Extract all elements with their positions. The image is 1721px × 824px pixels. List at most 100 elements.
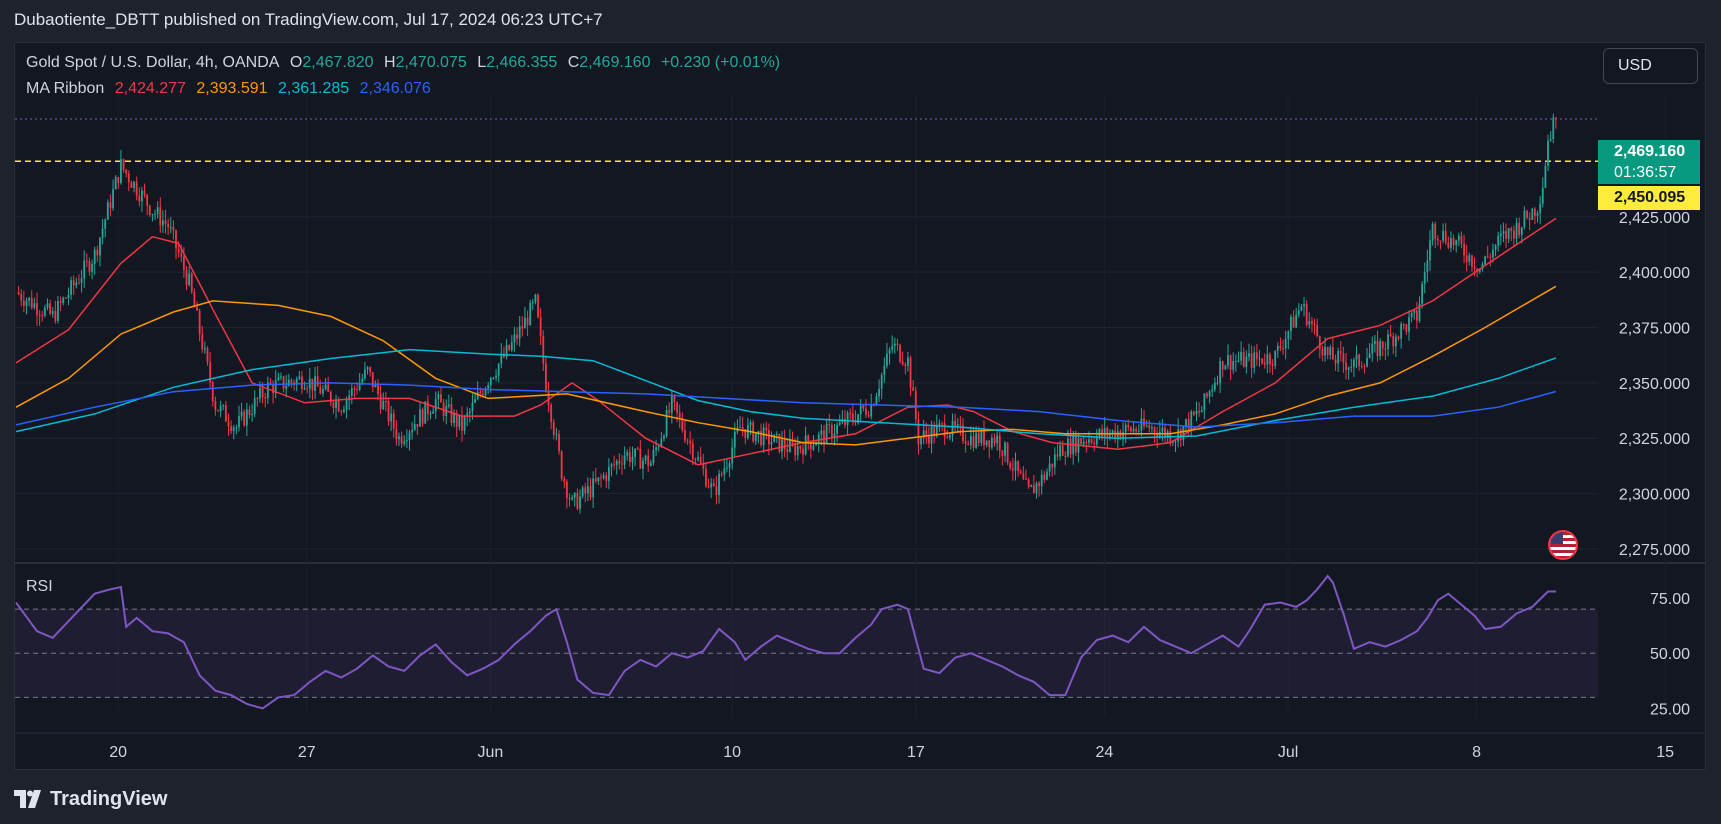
us-flag-icon[interactable] [1548, 530, 1578, 560]
candle-body [211, 382, 214, 402]
candle-body [676, 402, 678, 413]
candle-body [1499, 233, 1502, 237]
candle-body [120, 159, 122, 184]
candle-body [1276, 346, 1279, 351]
time-tick-label: 15 [1656, 744, 1674, 761]
candle-body [379, 393, 382, 410]
tradingview-logo[interactable]: TradingView [14, 784, 167, 814]
candle-body [214, 401, 217, 410]
candle-body [1101, 429, 1103, 437]
price-tick-label: 2,300.000 [1619, 487, 1690, 504]
ma-ribbon-label[interactable]: MA Ribbon [26, 80, 105, 97]
candle-body [1067, 438, 1069, 457]
candle-body [248, 409, 251, 415]
candle-body [980, 429, 983, 444]
candle-body [245, 409, 248, 426]
candle-body [280, 376, 282, 378]
candle-body [909, 357, 912, 388]
candle-body [505, 345, 508, 357]
candle-body [1415, 310, 1418, 321]
candle-body [1494, 245, 1497, 250]
close-label: C [567, 54, 580, 71]
candle-body [1116, 431, 1119, 440]
candle-body [424, 401, 427, 424]
candle-body [697, 457, 699, 460]
candle-body [162, 220, 164, 226]
candle-body [295, 378, 298, 385]
candle-body [1064, 455, 1067, 457]
time-tick-label: Jul [1278, 744, 1298, 761]
last-price-value: 2,469.160 [1614, 143, 1686, 160]
candle-body [1311, 321, 1313, 324]
candle-body [917, 419, 920, 445]
candle-body [907, 357, 909, 366]
candle-body [1431, 223, 1434, 241]
candle-body [901, 361, 904, 365]
candle-body [1164, 427, 1166, 437]
price-tick-label: 2,425.000 [1619, 210, 1690, 227]
candle-body [1022, 473, 1025, 479]
candle-body [41, 315, 44, 317]
candle-body [550, 404, 553, 423]
candle-body [332, 402, 335, 409]
candle-body [190, 273, 193, 292]
price-tick-label: 2,350.000 [1619, 376, 1690, 393]
candle-body [1371, 343, 1374, 354]
candle-body [663, 436, 665, 439]
candle-body [1426, 260, 1429, 273]
candle-body [820, 430, 823, 435]
candle-body [324, 384, 327, 390]
candle-body [335, 400, 337, 409]
candle-body [345, 400, 348, 410]
candle-body [691, 443, 694, 460]
symbol-title[interactable]: Gold Spot / U.S. Dollar, 4h, OANDA [26, 54, 280, 71]
candle-body [403, 440, 406, 444]
candle-body [1208, 391, 1211, 397]
candle-body [1423, 272, 1426, 284]
candle-body [440, 394, 442, 403]
candle-body [287, 379, 290, 386]
candle-body [1465, 255, 1468, 262]
candle-body [1158, 431, 1161, 438]
candle-body [196, 307, 198, 311]
candle-body [516, 334, 518, 339]
candle-body [975, 432, 978, 448]
candle-body [49, 303, 52, 314]
candle-body [1297, 310, 1300, 315]
candle-body [846, 412, 849, 426]
candle-body [807, 435, 810, 444]
candle-body [815, 443, 818, 446]
candle-body [547, 390, 550, 405]
candle-body [141, 190, 143, 202]
rsi-label[interactable]: RSI [26, 578, 53, 595]
candle-body [920, 437, 922, 445]
candle-body [1224, 365, 1227, 370]
candle-body [1526, 210, 1528, 218]
candle-body [928, 435, 930, 444]
candle-body [1004, 442, 1006, 456]
candle-body [1324, 346, 1326, 356]
candle-body [437, 394, 440, 400]
candle-body [1290, 316, 1292, 332]
candle-body [1213, 382, 1216, 390]
candle-body [466, 413, 469, 418]
candle-body [602, 475, 605, 479]
candle-body [951, 420, 954, 435]
candle-body [977, 432, 980, 444]
candle-body [555, 433, 558, 435]
currency-button[interactable]: USD [1603, 48, 1698, 84]
candle-body [1381, 341, 1384, 349]
candle-body [1025, 478, 1027, 480]
time-tick-label: 10 [723, 744, 741, 761]
candle-body [432, 411, 435, 414]
candle-body [398, 436, 400, 440]
candle-body [135, 181, 138, 196]
candle-body [70, 280, 72, 295]
candle-body [712, 483, 715, 487]
candle-body [531, 302, 534, 304]
candle-body [838, 422, 841, 425]
candle-body [1048, 463, 1051, 472]
candle-body [922, 430, 925, 438]
candle-body [655, 447, 657, 451]
